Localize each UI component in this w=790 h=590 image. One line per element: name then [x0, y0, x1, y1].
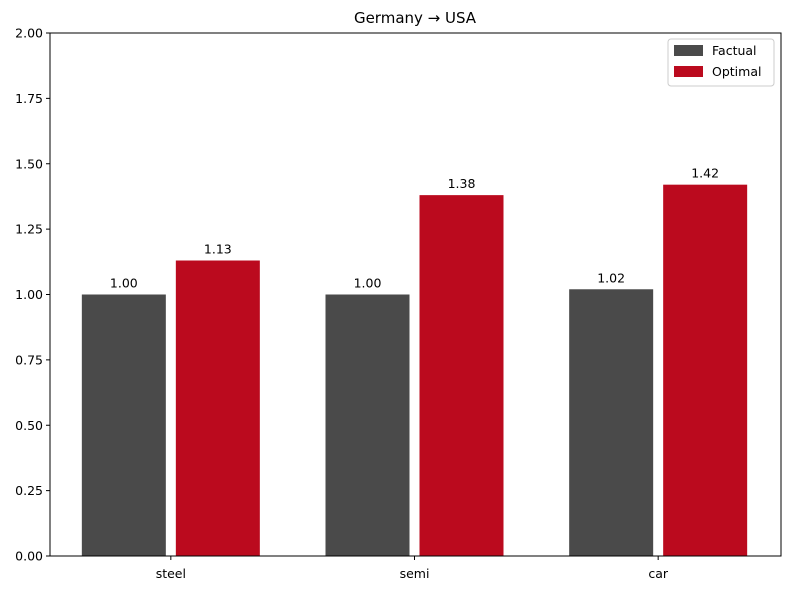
- bar-value-label: 1.02: [597, 270, 625, 285]
- y-tick-label: 1.50: [15, 156, 43, 171]
- bar-value-label: 1.00: [110, 276, 138, 291]
- chart-title: Germany → USA: [354, 9, 477, 27]
- bar-optimal-steel: [175, 260, 260, 556]
- y-tick-label: 0.00: [15, 549, 43, 564]
- legend: Factual Optimal: [667, 38, 775, 87]
- y-tick-label: 1.00: [15, 287, 43, 302]
- y-tick-label: 0.25: [15, 483, 43, 498]
- bar-factual-semi: [325, 294, 410, 556]
- y-tick-label: 0.50: [15, 418, 43, 433]
- x-tick-label: steel: [156, 566, 186, 581]
- x-axis: steel semi car: [156, 556, 669, 581]
- bar-factual-steel: [81, 294, 166, 556]
- bar-value-label: 1.42: [691, 166, 719, 181]
- y-tick-label: 0.75: [15, 352, 43, 367]
- bar-optimal-car: [663, 184, 748, 557]
- legend-swatch-optimal: [674, 66, 703, 77]
- bars-group: [81, 184, 748, 557]
- y-tick-label: 1.75: [15, 91, 43, 106]
- x-tick-label: car: [648, 566, 669, 581]
- legend-label-factual: Factual: [712, 43, 757, 58]
- legend-label-optimal: Optimal: [712, 64, 761, 79]
- y-axis: 0.00 0.25 0.50 0.75 1.00 1.25 1.50 1.75 2.00: [15, 26, 50, 564]
- bar-value-label: 1.00: [354, 276, 382, 291]
- bar-factual-car: [569, 289, 654, 556]
- y-tick-label: 2.00: [15, 26, 43, 41]
- bar-value-label: 1.38: [448, 176, 476, 191]
- bar-optimal-semi: [419, 195, 504, 556]
- x-tick-label: semi: [400, 566, 430, 581]
- y-tick-label: 1.25: [15, 222, 43, 237]
- bar-labels-group: 1.00 1.13 1.00 1.38 1.02 1.42: [110, 166, 719, 291]
- legend-swatch-factual: [674, 45, 703, 56]
- bar-value-label: 1.13: [204, 242, 232, 257]
